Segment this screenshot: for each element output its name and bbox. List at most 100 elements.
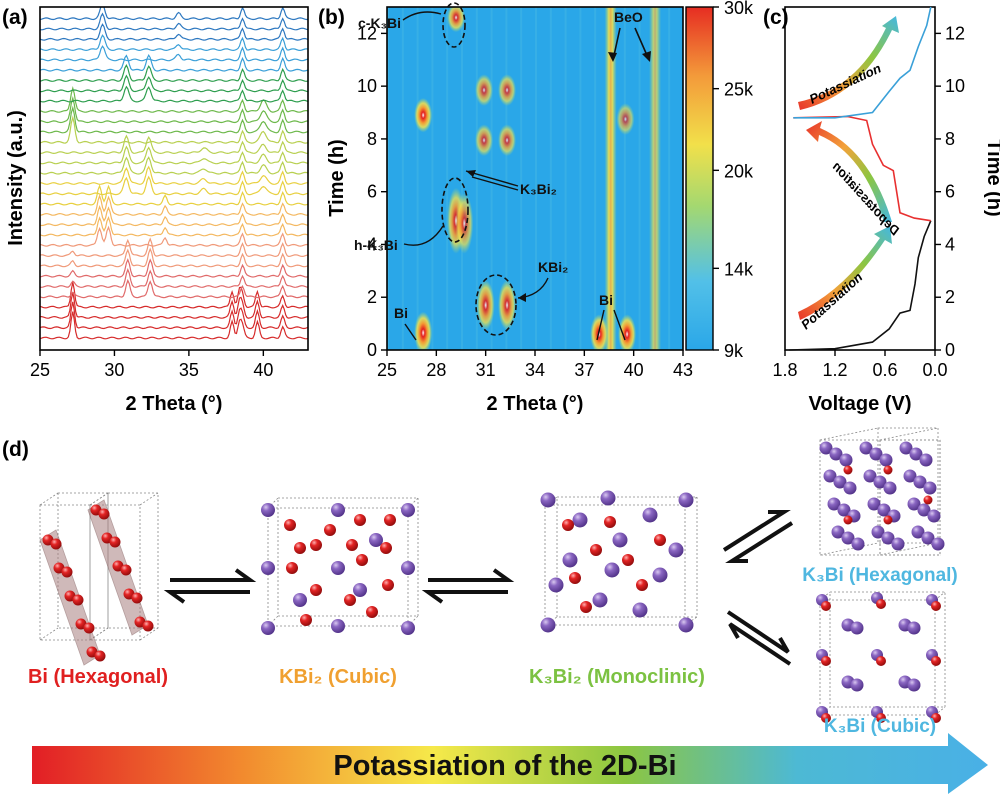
voltage-curve-1 — [789, 220, 932, 351]
xrd-pattern-8 — [40, 247, 308, 268]
k3bi-hex-cell-right — [879, 439, 941, 556]
xrd-pattern-20 — [40, 115, 308, 144]
bi-left-pointer — [404, 323, 417, 341]
cell-edge — [684, 496, 698, 506]
bi-atom — [310, 584, 322, 596]
colorbar-tick-label: 14k — [724, 259, 754, 279]
panel-b-xtick-label: 43 — [673, 360, 693, 380]
heatmap-streak — [446, 7, 449, 350]
cell-front — [89, 504, 141, 641]
heatmap-streak — [401, 7, 404, 350]
panel-a-xtick-label: 40 — [253, 360, 273, 380]
annot-c-k3bi: c-K₃Bi — [358, 15, 401, 31]
xrd-pattern-17 — [40, 156, 308, 175]
xrd-pattern-4 — [40, 282, 308, 309]
k-atom — [843, 481, 857, 495]
xrd-pattern-22 — [40, 96, 308, 124]
panel-a-xtick-label: 25 — [30, 360, 50, 380]
heatmap-streak — [431, 7, 434, 350]
colorbar-tick-label: 30k — [724, 0, 754, 18]
xrd-pattern-2 — [40, 301, 308, 330]
bi-atom — [109, 536, 121, 548]
heatmap-spot-13 — [618, 314, 637, 350]
bi-atom — [310, 539, 322, 551]
k-atom — [883, 481, 897, 495]
panel-a-ylabel: Intensity (a.u.) — [5, 110, 27, 246]
panel-c-ytick-label: 8 — [945, 129, 955, 149]
label-k3bi2-monoclinic: K₃Bi₂ (Monoclinic) — [529, 666, 705, 688]
panel-a-x-ticks: 25 30 35 40 — [30, 350, 273, 380]
k-atom — [293, 593, 307, 607]
panel-a-label: (a) — [2, 6, 28, 29]
depotassiation-arrow — [806, 121, 892, 222]
bi-atom — [604, 516, 616, 528]
heatmap-spot-8 — [498, 124, 517, 157]
annot-k3bi2: K₃Bi₂ — [520, 181, 557, 197]
panel-c-label: (c) — [763, 6, 789, 29]
bi-atom — [131, 592, 143, 604]
kbi2-ellipse — [475, 274, 517, 336]
k-atom — [401, 503, 415, 517]
panel-c-ylabel: Time (h) — [983, 139, 1000, 216]
k-atom — [921, 531, 935, 545]
voltage-curve-3 — [793, 6, 932, 119]
xrd-pattern-27 — [40, 53, 308, 72]
k-atom — [907, 497, 921, 511]
xrd-pattern-21 — [40, 105, 308, 134]
panel-c-ytick-label: 4 — [945, 234, 955, 254]
xrd-pattern-7 — [40, 258, 308, 278]
cell-back — [829, 591, 946, 708]
heatmap-annotations: c-K₃Bi h-K₃Bi K₃Bi₂ KBi₂ Bi Bi BeO — [354, 2, 651, 341]
bi-atom — [843, 465, 853, 475]
xrd-pattern-24 — [40, 85, 308, 103]
panel-c: 1.8 1.2 0.6 0.00 2 4 6 8 10 12 Voltage (V) Time (… — [763, 6, 1000, 415]
panel-b-ytick-label: 8 — [367, 129, 377, 149]
k-atom — [927, 509, 941, 523]
k-atom — [907, 621, 921, 635]
heatmap-stripe-2 — [649, 7, 662, 350]
panel-c-ytick-label: 12 — [945, 23, 965, 43]
k-atom — [823, 469, 837, 483]
heatmap-streak — [564, 7, 567, 350]
panel-c-ytick-label: 2 — [945, 287, 955, 307]
xrd-pattern-32 — [40, 7, 308, 21]
kbi2-cell — [267, 497, 419, 627]
k-atom — [261, 561, 275, 575]
k-atom — [540, 492, 556, 508]
colorbar-tick-label: 9k — [724, 341, 744, 361]
bi-atom — [821, 713, 831, 723]
banner-arrow — [32, 733, 988, 794]
k-atom — [401, 561, 415, 575]
structure-k3bi2-monoclinic — [540, 490, 698, 633]
panel-a: 25 30 35 40 2 Theta (°) Intensity (a.u.) (a… — [2, 6, 309, 415]
cell-back — [879, 439, 941, 556]
panel-a-xlabel: 2 Theta (°) — [126, 393, 223, 415]
bi-atom — [346, 539, 358, 551]
panel-b-ticks: 25 28 31 34 37 40 43 0 2 4 6 8 10 12 — [357, 23, 693, 380]
k-atom — [850, 621, 864, 635]
panel-c-ytick-label: 0 — [945, 340, 955, 360]
k-atom — [923, 481, 937, 495]
heatmap-streak — [623, 7, 626, 350]
annot-bi-left: Bi — [394, 305, 408, 321]
cell-edge — [39, 627, 59, 641]
panel-c-ytick-label: 10 — [945, 76, 965, 96]
k-atom — [831, 525, 845, 539]
xrd-pattern-14 — [40, 184, 308, 206]
bi-atom — [354, 514, 366, 526]
bi-atom — [622, 554, 634, 566]
heatmap-streak — [505, 7, 508, 350]
panel-c-xtick-label: 1.8 — [772, 360, 797, 380]
k-atom — [678, 492, 694, 508]
xrd-pattern-12 — [40, 205, 308, 227]
k-atom — [562, 552, 578, 568]
k-atom — [873, 475, 887, 489]
potassiation-arrow-lower — [798, 226, 892, 320]
xrd-pattern-16 — [40, 165, 308, 185]
panel-b-xtick-label: 31 — [476, 360, 496, 380]
k-atom — [839, 453, 853, 467]
colorbar-tick-label: 20k — [724, 161, 754, 181]
cell-edge — [544, 616, 558, 626]
k-atom — [592, 592, 608, 608]
